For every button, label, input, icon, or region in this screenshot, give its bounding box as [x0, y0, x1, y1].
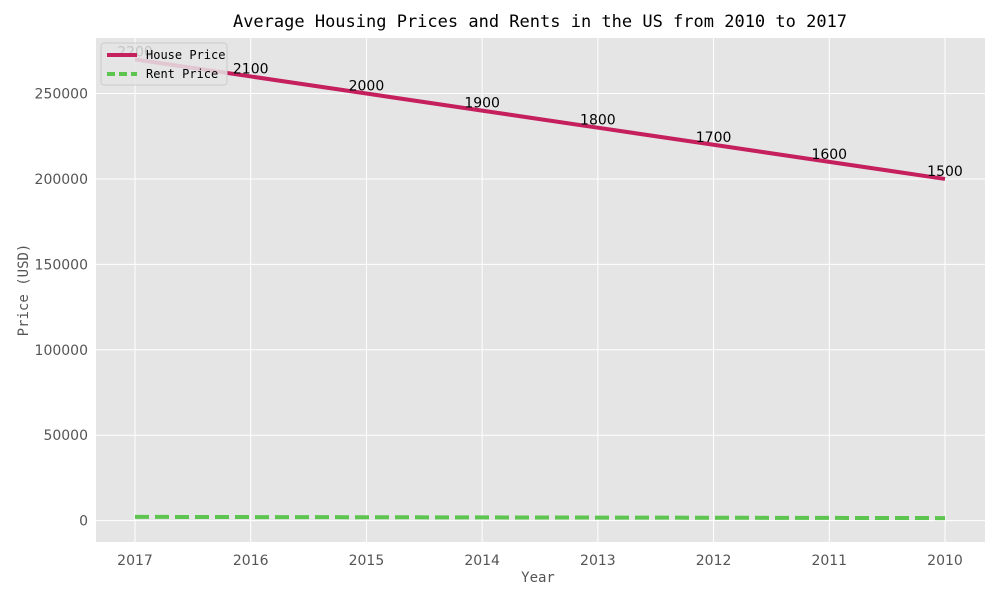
data-label: 1800	[580, 113, 616, 129]
legend-label: House Price	[146, 48, 225, 62]
y-axis-title: Price (USD)	[16, 244, 32, 337]
data-label: 1500	[927, 164, 963, 180]
data-label: 2100	[233, 61, 269, 77]
x-tick-label: 2011	[811, 553, 847, 569]
legend: House Price Rent Price	[100, 42, 228, 86]
series-line-house-price	[134, 57, 946, 181]
plot-area	[96, 38, 985, 542]
y-tick-label: 100000	[35, 343, 88, 359]
x-tick-label: 2012	[696, 553, 732, 569]
y-tick-label: 0	[79, 514, 88, 530]
data-label: 2000	[349, 79, 385, 95]
series-line-rent-price	[134, 514, 946, 521]
x-tick-label: 2015	[349, 553, 385, 569]
data-label: 1900	[464, 96, 500, 112]
y-tick-label: 150000	[35, 257, 88, 273]
y-tick-label: 250000	[35, 87, 88, 103]
x-tick-labels: 2017 2016 2015 2014 2013 2012 2011 2010	[117, 553, 963, 569]
legend-label: Rent Price	[146, 67, 218, 81]
x-tick-label: 2017	[117, 553, 153, 569]
x-tick-label: 2014	[464, 553, 500, 569]
data-label: 1600	[811, 147, 847, 163]
chart-title: Average Housing Prices and Rents in the …	[233, 12, 847, 32]
series-lines	[134, 57, 946, 521]
y-tick-label: 50000	[43, 428, 88, 444]
x-tick-label: 2013	[580, 553, 616, 569]
y-tick-labels: 0 50000 100000 150000 200000 250000	[35, 87, 88, 530]
grid	[96, 38, 985, 542]
x-axis-title: Year	[521, 570, 555, 586]
y-tick-label: 200000	[35, 172, 88, 188]
x-tick-label: 2016	[233, 553, 269, 569]
x-tick-label: 2010	[927, 553, 963, 569]
data-label: 1700	[696, 130, 732, 146]
